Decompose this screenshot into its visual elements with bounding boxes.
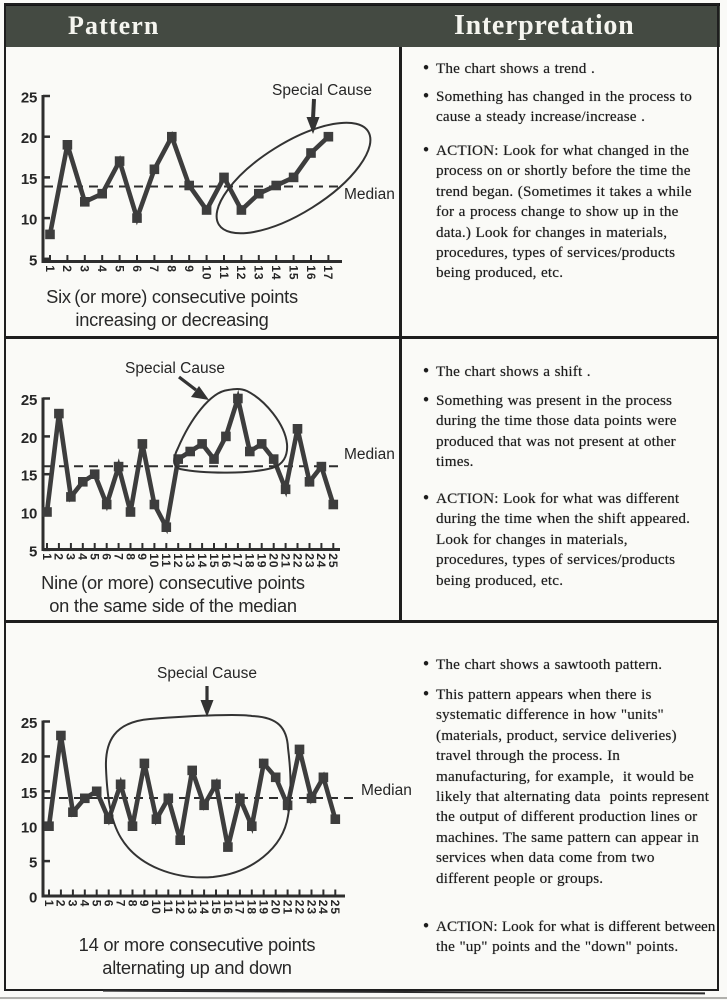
svg-text:15: 15: [21, 171, 37, 188]
svg-text:22: 22: [290, 553, 304, 568]
svg-text:9: 9: [135, 553, 149, 561]
svg-text:15: 15: [209, 900, 223, 915]
svg-text:7: 7: [113, 900, 127, 908]
svg-text:13: 13: [183, 553, 197, 568]
svg-text:Median: Median: [361, 782, 412, 799]
svg-text:1: 1: [40, 553, 54, 561]
svg-text:5: 5: [88, 553, 102, 561]
svg-text:1: 1: [42, 900, 56, 908]
svg-text:17: 17: [321, 265, 335, 280]
svg-text:3: 3: [66, 900, 80, 908]
svg-text:8: 8: [165, 265, 179, 273]
svg-text:12: 12: [173, 900, 187, 915]
svg-text:Special Cause: Special Cause: [272, 82, 372, 99]
svg-text:13: 13: [185, 900, 199, 915]
svg-text:2: 2: [52, 553, 66, 561]
svg-text:Special Cause: Special Cause: [125, 360, 225, 377]
svg-text:4: 4: [76, 553, 90, 561]
svg-text:10: 10: [21, 212, 37, 229]
svg-text:22: 22: [292, 900, 306, 915]
svg-text:10: 10: [21, 506, 37, 523]
svg-text:17: 17: [231, 553, 245, 568]
svg-text:4: 4: [95, 265, 109, 273]
svg-text:14: 14: [269, 265, 283, 280]
svg-text:25: 25: [328, 900, 342, 915]
svg-text:19: 19: [257, 900, 271, 915]
svg-text:16: 16: [221, 900, 235, 915]
svg-text:18: 18: [245, 900, 259, 915]
svg-text:8: 8: [125, 900, 139, 908]
svg-text:5: 5: [29, 543, 37, 560]
svg-text:6: 6: [102, 900, 116, 908]
svg-text:5: 5: [29, 252, 37, 269]
svg-text:10: 10: [147, 553, 161, 568]
svg-text:12: 12: [234, 265, 248, 280]
svg-text:7: 7: [111, 553, 125, 561]
svg-text:25: 25: [21, 715, 37, 732]
svg-text:20: 20: [267, 553, 281, 568]
svg-text:11: 11: [161, 900, 175, 915]
svg-text:4: 4: [78, 900, 92, 908]
svg-text:17: 17: [233, 900, 247, 915]
svg-text:5: 5: [29, 855, 37, 872]
svg-text:13: 13: [252, 265, 266, 280]
svg-text:5: 5: [112, 265, 126, 273]
svg-text:20: 20: [21, 750, 37, 767]
svg-text:10: 10: [199, 265, 213, 280]
svg-text:20: 20: [21, 130, 37, 147]
svg-text:25: 25: [21, 392, 37, 409]
svg-text:14: 14: [197, 900, 211, 915]
svg-text:11: 11: [159, 553, 173, 568]
svg-text:15: 15: [21, 785, 37, 802]
svg-text:3: 3: [64, 553, 78, 561]
svg-text:15: 15: [207, 553, 221, 568]
svg-text:9: 9: [182, 265, 196, 273]
svg-text:5: 5: [90, 900, 104, 908]
svg-text:15: 15: [21, 468, 37, 485]
svg-text:23: 23: [302, 553, 316, 568]
svg-text:2: 2: [54, 900, 68, 908]
svg-text:23: 23: [304, 900, 318, 915]
svg-text:24: 24: [314, 553, 328, 568]
svg-text:19: 19: [255, 553, 269, 568]
svg-text:25: 25: [21, 90, 37, 107]
svg-text:6: 6: [130, 265, 144, 273]
svg-text:10: 10: [21, 820, 37, 837]
svg-text:9: 9: [137, 900, 151, 908]
svg-text:20: 20: [21, 430, 37, 447]
svg-text:7: 7: [147, 265, 161, 273]
svg-text:Median: Median: [344, 446, 395, 463]
svg-text:3: 3: [78, 265, 92, 273]
svg-text:16: 16: [219, 553, 233, 568]
svg-text:14: 14: [195, 553, 209, 568]
svg-text:Special Cause: Special Cause: [157, 665, 257, 682]
svg-text:20: 20: [269, 900, 283, 915]
svg-text:16: 16: [304, 265, 318, 280]
svg-text:Median: Median: [344, 186, 395, 203]
svg-text:25: 25: [326, 553, 340, 568]
svg-text:1: 1: [43, 265, 57, 273]
svg-text:18: 18: [243, 553, 257, 568]
svg-text:24: 24: [316, 900, 330, 915]
svg-text:6: 6: [100, 553, 114, 561]
svg-text:21: 21: [280, 900, 294, 915]
svg-text:2: 2: [60, 265, 74, 273]
svg-text:12: 12: [171, 553, 185, 568]
svg-text:0: 0: [29, 890, 37, 907]
svg-text:21: 21: [278, 553, 292, 568]
svg-text:15: 15: [286, 265, 300, 280]
svg-text:11: 11: [217, 265, 231, 280]
svg-text:8: 8: [123, 553, 137, 561]
svg-text:10: 10: [149, 900, 163, 915]
